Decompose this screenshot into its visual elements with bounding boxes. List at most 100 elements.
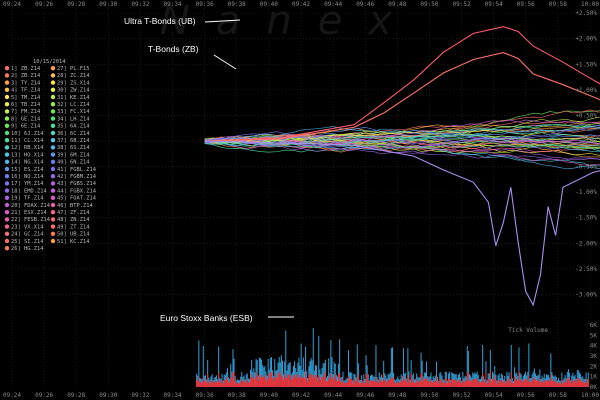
legend-entry: 24] GC.Z14 <box>11 232 43 238</box>
legend-entry: 18] EMD.Z14 <box>11 188 47 194</box>
series-line-ultra-t-bonds-ub- <box>204 26 600 142</box>
legend-entry: 34] LH.Z14 <box>57 116 89 122</box>
legend-swatch <box>4 130 10 136</box>
legend-entry: 46] BTP.Z14 <box>57 203 93 209</box>
legend-swatch <box>4 109 10 114</box>
background-series-line <box>204 127 600 144</box>
background-series-line <box>204 128 600 143</box>
legend-entry: 41] FGBL.Z14 <box>57 167 96 173</box>
x-tick-label-bottom: 09:50 <box>420 392 438 399</box>
x-tick-label-bottom: 09:26 <box>35 392 53 399</box>
volume-label: Tick Volume <box>508 327 548 334</box>
legend-swatch <box>50 80 56 85</box>
legend-entry: 8] GE.Z14 <box>11 116 40 122</box>
legend-swatch <box>4 94 10 100</box>
legend-swatch <box>50 73 56 78</box>
legend-entry: 45] FOAT.Z14 <box>57 196 96 202</box>
legend-swatch <box>4 138 10 143</box>
legend-swatch <box>50 152 56 157</box>
background-series-line <box>204 137 600 146</box>
background-series-line <box>204 138 600 150</box>
annotation-ub-pointer <box>204 19 241 23</box>
legend-entry: 33] FC.X14 <box>57 109 89 115</box>
legend-entry: 38] 6S.Z14 <box>57 145 89 151</box>
legend-swatch <box>4 87 10 93</box>
legend-entry: 36] 6C.Z14 <box>57 131 89 137</box>
legend-swatch <box>50 224 56 229</box>
legend-swatch <box>4 238 10 244</box>
legend-swatch <box>4 188 10 193</box>
background-series-line <box>204 120 600 144</box>
legend-swatch <box>50 174 56 179</box>
legend-swatch <box>50 138 56 143</box>
legend-swatch <box>4 174 10 179</box>
legend-swatch <box>4 181 10 186</box>
legend-entry: 15] ES.Z14 <box>11 167 43 173</box>
legend-entry: 9] 6E.Z14 <box>11 124 40 130</box>
y-tick-label: +2.50% <box>575 10 597 17</box>
legend-entry: 31] KE.Z14 <box>57 95 89 101</box>
legend-swatch <box>4 116 10 121</box>
background-series-line <box>204 123 600 141</box>
legend-entry: 16] NQ.Z14 <box>11 174 43 180</box>
legend-swatch <box>50 195 56 200</box>
y-tick-label: +1.00% <box>575 87 597 94</box>
watermark-text: Nanex <box>160 0 418 44</box>
y-tick-label: +2.00% <box>575 36 597 43</box>
legend-swatch <box>4 224 10 229</box>
legend-entry: 14] NG.X14 <box>11 160 43 166</box>
legend-entry: 48] ZN.Z14 <box>57 217 89 223</box>
x-tick-label-top: 09:28 <box>67 1 85 8</box>
background-series-line <box>204 140 600 148</box>
x-tick-label-top: 09:58 <box>549 1 567 8</box>
legend-swatch <box>4 217 10 222</box>
legend-entry: 19] TF.Z14 <box>11 196 43 202</box>
legend-swatch <box>4 123 10 128</box>
x-tick-label-top: 09:46 <box>356 1 374 8</box>
x-tick-label-top: 09:24 <box>3 1 21 8</box>
legend-entry: 49] ZT.Z14 <box>57 224 89 230</box>
x-tick-label-bottom: 09:36 <box>196 392 214 399</box>
x-tick-label-bottom: 09:34 <box>164 392 182 399</box>
y-tick-label: -2.00% <box>575 240 597 247</box>
x-tick-label-top: 09:54 <box>485 1 503 8</box>
volume-tick-label: 2K <box>590 363 598 370</box>
x-tick-label-bottom: 09:46 <box>356 392 374 399</box>
volume-tick-label: 0K <box>590 384 598 391</box>
legend-entry: 29] ZS.X14 <box>57 80 89 86</box>
legend-swatch <box>50 202 56 208</box>
legend-swatch <box>4 231 10 236</box>
legend-swatch <box>50 102 56 107</box>
legend-swatch <box>50 94 56 100</box>
x-tick-label-top: 09:26 <box>35 1 53 8</box>
legend-swatch <box>50 87 56 93</box>
y-tick-label: +1.50% <box>575 61 597 68</box>
legend-entry: 11] CL.X14 <box>11 138 43 144</box>
legend-swatch <box>50 109 56 114</box>
legend-entry: 28] ZC.Z14 <box>57 73 89 79</box>
background-series-line <box>204 124 600 145</box>
legend-swatch <box>4 202 10 208</box>
legend-swatch <box>50 66 56 71</box>
x-tick-label-bottom: 09:28 <box>67 392 85 399</box>
legend-swatch <box>4 152 10 157</box>
y-tick-label: -3.00% <box>575 291 597 298</box>
y-tick-label: -1.00% <box>575 189 597 196</box>
annotation-zb-pointer <box>213 54 237 70</box>
legend-swatch <box>50 217 56 222</box>
legend-entry: 51] KC.Z14 <box>57 239 89 245</box>
x-tick-label-bottom: 09:58 <box>549 392 567 399</box>
legend-swatch <box>50 145 56 150</box>
volume-tick-label: 5K <box>590 332 598 339</box>
x-tick-label-top: 09:30 <box>99 1 117 8</box>
x-tick-label-top: 10:00 <box>581 1 599 8</box>
x-tick-label-top: 09:32 <box>131 1 149 8</box>
legend-swatch <box>50 159 56 164</box>
legend-entry: 40] 6N.Z14 <box>57 160 89 166</box>
legend-swatch <box>50 123 56 128</box>
series-line-t-bonds-zb- <box>204 52 600 142</box>
x-tick-label-bottom: 09:44 <box>324 392 342 399</box>
legend-swatch <box>50 231 56 236</box>
